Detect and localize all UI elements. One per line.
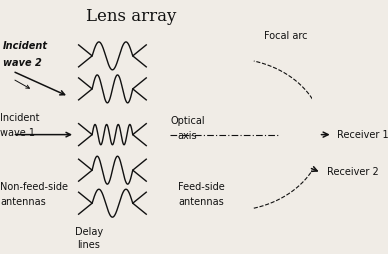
Text: wave 1: wave 1	[0, 128, 35, 138]
Text: antennas: antennas	[178, 197, 224, 207]
Text: Optical: Optical	[170, 116, 205, 126]
Text: Lens array: Lens array	[86, 8, 177, 25]
Text: Receiver 1: Receiver 1	[337, 130, 388, 140]
Text: Non-feed-side: Non-feed-side	[0, 182, 68, 192]
Text: Delay: Delay	[75, 227, 103, 237]
Text: Feed-side: Feed-side	[178, 182, 225, 192]
Text: wave 2: wave 2	[3, 58, 42, 69]
Text: lines: lines	[78, 240, 100, 250]
Text: Incident: Incident	[3, 41, 48, 51]
Text: Incident: Incident	[0, 113, 40, 123]
Text: Focal arc: Focal arc	[264, 30, 307, 41]
Text: Receiver 2: Receiver 2	[327, 167, 379, 177]
Text: antennas: antennas	[0, 197, 46, 207]
Text: axis: axis	[178, 131, 197, 141]
